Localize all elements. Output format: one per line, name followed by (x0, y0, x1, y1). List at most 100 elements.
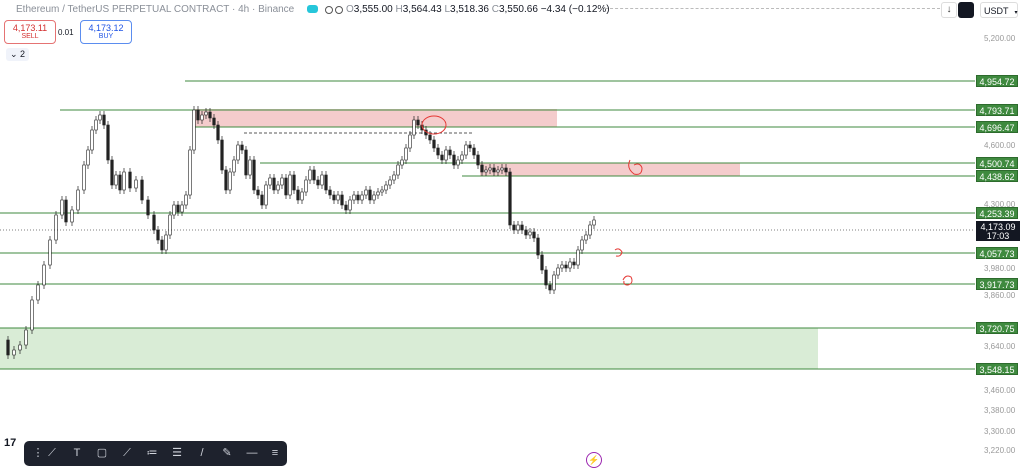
candle-body (164, 234, 168, 251)
tradingview-logo[interactable]: 17 (4, 437, 17, 449)
candle-body (110, 159, 114, 186)
candle-body (320, 174, 324, 186)
candle-body (42, 264, 46, 286)
candle-body (352, 194, 356, 201)
price-level-label[interactable]: 4,793.71 (976, 104, 1018, 116)
candle-body (332, 194, 336, 201)
candle-body (128, 171, 132, 189)
spread-value: 0.01 (58, 28, 74, 37)
candle-body (500, 167, 504, 171)
candle-body (456, 159, 460, 166)
ohlc-legend: O3,555.00 H3,564.43 L3,518.36 C3,550.66 … (346, 4, 610, 15)
candle-body (360, 194, 364, 201)
candle-body (564, 264, 568, 269)
lightning-icon[interactable]: ⚡ (586, 452, 602, 468)
rectangle-icon[interactable]: ▢ (96, 447, 108, 459)
candle-body (540, 254, 544, 271)
candle-body (472, 147, 476, 156)
candle-body (276, 184, 280, 191)
candle-body (372, 194, 376, 201)
candle-body (204, 111, 208, 116)
sell-button[interactable]: 4,173.11 SELL (4, 20, 56, 44)
currency-select[interactable]: USDT ▾ (980, 2, 1018, 18)
price-level-label[interactable]: 4,954.72 (976, 75, 1018, 87)
candle-body (556, 267, 560, 276)
candle-body (536, 237, 540, 256)
eye-icon[interactable] (307, 5, 318, 13)
candle-body (580, 239, 584, 251)
candle-body (196, 109, 200, 121)
symbol-title[interactable]: Ethereum / TetherUS PERPETUAL CONTRACT ·… (16, 4, 295, 15)
candle-body (176, 204, 180, 213)
download-arrow-icon[interactable]: ↓ (941, 2, 957, 18)
candle-body (260, 194, 264, 206)
candle-body (440, 154, 444, 161)
candle-body (364, 189, 368, 196)
candle-body (492, 167, 496, 173)
buy-button[interactable]: 4,173.12 BUY (80, 20, 132, 44)
drawing-toolbar: ⋮ ⟋ T ▢ ⟋ ≔ ☰ / ✎ — ≡ (24, 441, 287, 466)
candle-body (412, 119, 416, 136)
candle-body (156, 229, 160, 241)
parallel-channel-icon[interactable]: ≔ (146, 447, 158, 459)
trend-line-icon[interactable]: ⟋ (48, 447, 56, 459)
candle-body (388, 179, 392, 186)
drag-handle-icon[interactable]: ⋮ (32, 447, 44, 459)
candle-body (432, 139, 436, 149)
brush-icon[interactable]: ✎ (222, 447, 232, 459)
candle-body (340, 194, 344, 206)
candle-body (252, 159, 256, 191)
candle-body (508, 171, 512, 226)
candle-body (296, 189, 300, 201)
candle-body (48, 239, 52, 266)
candle-body (98, 114, 102, 121)
price-level-label[interactable]: 4,438.62 (976, 170, 1018, 182)
path-icon[interactable]: ⟋ (123, 447, 131, 459)
price-level-label[interactable]: 4,057.73 (976, 247, 1018, 259)
price-tick: 3,220.00 (984, 446, 1016, 455)
price-level-label[interactable]: 4,500.74 (976, 157, 1018, 169)
settings-dot-icon[interactable] (325, 6, 333, 14)
candle-body (448, 149, 452, 156)
candle-body (560, 264, 564, 269)
annotation-arrow (614, 248, 623, 257)
snapshot-icon[interactable] (958, 2, 974, 18)
candle-body (54, 214, 58, 241)
line-icon[interactable]: / (200, 447, 204, 459)
candle-body (568, 261, 572, 269)
candle-body (248, 159, 252, 176)
annotation-arrow (622, 275, 633, 286)
candle-body (464, 144, 468, 156)
demand-zone (0, 328, 818, 369)
price-level-label[interactable]: 4,696.47 (976, 121, 1018, 133)
candle-body (114, 174, 118, 186)
indicators-toggle[interactable]: ⌄ 2 (6, 48, 30, 61)
candle-body (24, 329, 28, 346)
price-level-label[interactable]: 4,253.39 (976, 207, 1018, 219)
price-tick: 4,300.00 (984, 200, 1016, 209)
candle-body (284, 177, 288, 196)
horizontal-line-icon[interactable]: — (246, 447, 258, 459)
price-tick: 3,980.00 (984, 264, 1016, 273)
price-level-label[interactable]: 3,720.75 (976, 322, 1018, 334)
more-dot-icon[interactable] (335, 6, 343, 14)
candle-body (86, 149, 90, 166)
candle-body (300, 191, 304, 201)
fib-icon[interactable]: ☰ (172, 447, 182, 459)
candle-body (316, 179, 320, 186)
price-tick: 3,860.00 (984, 291, 1016, 300)
candle-body (172, 204, 176, 216)
menu-icon[interactable]: ≡ (271, 447, 279, 459)
candle-body (436, 147, 440, 156)
price-tick: 3,380.00 (984, 406, 1016, 415)
candle-body (12, 349, 16, 356)
candle-body (460, 154, 464, 161)
candle-body (544, 269, 548, 286)
price-level-label[interactable]: 3,917.73 (976, 278, 1018, 290)
candle-body (106, 124, 110, 161)
price-tick: 3,460.00 (984, 386, 1016, 395)
candle-body (82, 164, 86, 191)
price-level-label[interactable]: 3,548.15 (976, 363, 1018, 375)
text-icon[interactable]: T (73, 447, 81, 459)
